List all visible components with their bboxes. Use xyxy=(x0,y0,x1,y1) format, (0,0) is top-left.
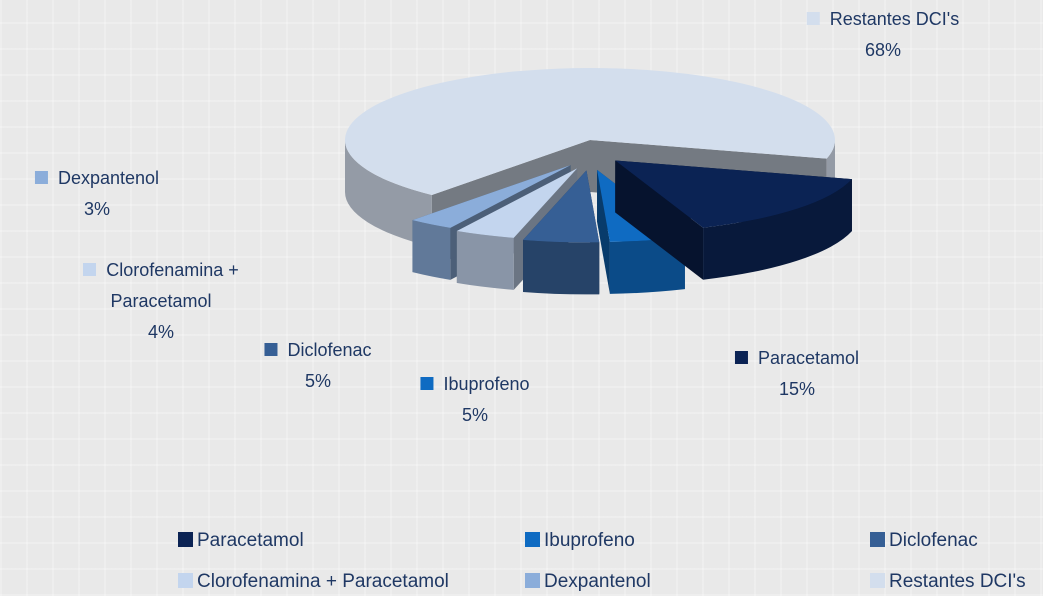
legend-swatch xyxy=(870,573,885,588)
data-label: Restantes DCI's 68% xyxy=(806,4,960,66)
legend-label: Dexpantenol xyxy=(544,571,651,592)
legend-label: Ibuprofeno xyxy=(544,530,635,551)
slice-top xyxy=(615,160,852,228)
slice-top xyxy=(456,168,578,238)
slice-top xyxy=(412,165,571,228)
slice-top xyxy=(345,68,835,195)
label-value: 5% xyxy=(461,405,489,425)
legend-item: Restantes DCI's xyxy=(870,571,1026,593)
slice-side xyxy=(703,179,852,280)
slice xyxy=(615,160,852,280)
label-swatch xyxy=(83,263,97,276)
slice xyxy=(523,170,600,295)
legend-item: Ibuprofeno xyxy=(525,530,635,552)
legend-swatch xyxy=(870,532,885,547)
legend-label: Clorofenamina + Paracetamol xyxy=(197,571,449,592)
label-swatch xyxy=(806,12,820,25)
legend-label: Paracetamol xyxy=(197,530,304,551)
data-label: Diclofenac 5% xyxy=(264,335,372,397)
slice-wall xyxy=(615,160,704,280)
label-value: 5% xyxy=(304,371,332,391)
label-swatch xyxy=(264,343,278,356)
label-value: 3% xyxy=(83,199,111,219)
slice-wall xyxy=(597,169,610,294)
data-label: Dexpantenol 3% xyxy=(34,163,160,225)
label-value: 4% xyxy=(147,322,174,342)
legend-item: Clorofenamina + Paracetamol xyxy=(178,571,449,593)
label-value: 15% xyxy=(778,379,816,399)
slice-side xyxy=(456,231,514,290)
data-label: Ibuprofeno 5% xyxy=(420,369,530,431)
label-swatch xyxy=(734,351,748,364)
legend-item: Dexpantenol xyxy=(525,571,651,593)
label-name: Diclofenac xyxy=(287,340,372,360)
label-name: Restantes DCI's xyxy=(829,9,960,29)
legend-swatch xyxy=(178,532,193,547)
slice-top xyxy=(523,170,600,243)
legend-item: Paracetamol xyxy=(178,530,304,552)
legend-swatch xyxy=(178,573,193,588)
slice-side xyxy=(345,140,432,247)
legend-swatch xyxy=(525,573,540,588)
legend-item: Diclofenac xyxy=(870,530,978,552)
slice-side xyxy=(412,220,451,280)
data-label: Clorofenamina + Paracetamol 4% xyxy=(51,255,271,348)
data-label: Paracetamol 15% xyxy=(734,343,860,405)
legend-swatch xyxy=(525,532,540,547)
legend-label: Restantes DCI's xyxy=(889,571,1026,592)
label-swatch xyxy=(420,377,434,390)
label-name: Paracetamol xyxy=(757,348,860,368)
label-swatch xyxy=(34,171,48,184)
legend-label: Diclofenac xyxy=(889,530,978,551)
label-name: Clorofenamina + Paracetamol xyxy=(106,260,239,311)
label-name: Dexpantenol xyxy=(57,168,160,188)
slice-side xyxy=(523,239,600,295)
label-name: Ibuprofeno xyxy=(443,374,530,394)
label-value: 68% xyxy=(864,40,902,60)
